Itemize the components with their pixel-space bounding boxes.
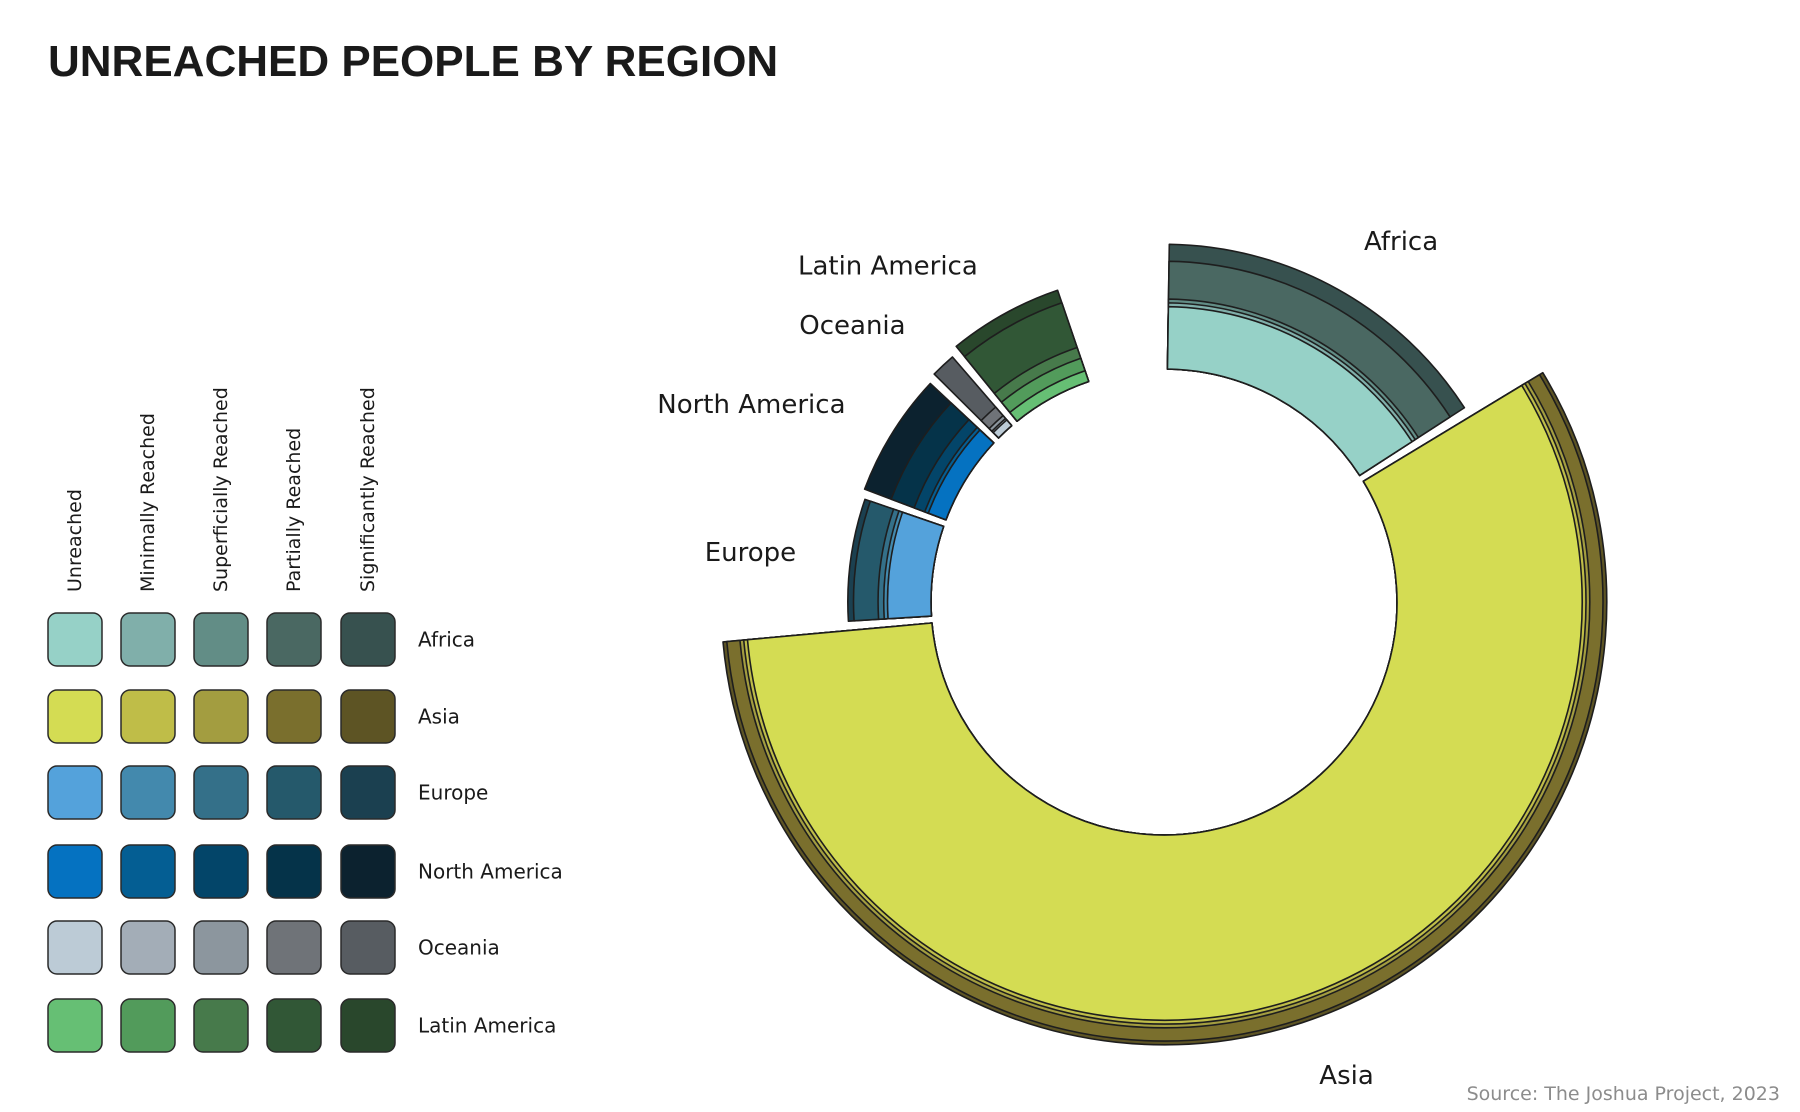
region-label-oceania: Oceania bbox=[799, 311, 905, 341]
legend-swatch-north-america-partially-reached bbox=[266, 844, 322, 899]
sector-oceania-unreached bbox=[992, 419, 1013, 439]
legend-region-europe: Europe bbox=[418, 781, 488, 805]
sector-africa-unreached bbox=[1166, 305, 1413, 477]
legend-swatch-latin-america-significantly-reached bbox=[340, 998, 396, 1053]
region-label-north-america: North America bbox=[657, 390, 845, 420]
legend-swatch-oceania-minimally-reached bbox=[120, 920, 176, 975]
legend-level-superficially-reached: Superficially Reached bbox=[210, 387, 232, 592]
sector-asia-unreached bbox=[746, 384, 1583, 1021]
legend-level-significantly-reached: Significantly Reached bbox=[357, 387, 379, 592]
legend-swatch-africa-unreached bbox=[47, 612, 103, 667]
sector-europe-unreached bbox=[886, 511, 945, 620]
legend-swatch-latin-america-unreached bbox=[47, 998, 103, 1053]
sector-latin-america-unreached bbox=[1009, 369, 1090, 423]
legend-level-partially-reached: Partially Reached bbox=[283, 428, 305, 592]
region-label-latin-america: Latin America bbox=[798, 252, 978, 282]
legend-swatch-north-america-significantly-reached bbox=[340, 844, 396, 899]
legend-swatch-oceania-partially-reached bbox=[266, 920, 322, 975]
region-label-europe: Europe bbox=[705, 538, 796, 568]
legend-region-africa: Africa bbox=[418, 628, 475, 652]
legend-swatch-europe-superficially-reached bbox=[193, 765, 249, 820]
region-label-asia: Asia bbox=[1319, 1061, 1374, 1091]
legend-swatch-africa-superficially-reached bbox=[193, 612, 249, 667]
legend: Unreached Minimally Reached Superficially … bbox=[47, 387, 563, 1053]
legend-swatch-asia-significantly-reached bbox=[340, 689, 396, 744]
legend-region-north-america: North America bbox=[418, 860, 563, 884]
legend-swatch-oceania-significantly-reached bbox=[340, 920, 396, 975]
legend-swatch-africa-significantly-reached bbox=[340, 612, 396, 667]
legend-swatch-africa-partially-reached bbox=[266, 612, 322, 667]
legend-swatch-asia-unreached bbox=[47, 689, 103, 744]
legend-level-unreached: Unreached bbox=[64, 489, 86, 592]
legend-swatch-oceania-superficially-reached bbox=[193, 920, 249, 975]
legend-swatch-asia-partially-reached bbox=[266, 689, 322, 744]
legend-region-asia: Asia bbox=[418, 705, 460, 729]
legend-swatch-latin-america-partially-reached bbox=[266, 998, 322, 1053]
legend-swatch-europe-minimally-reached bbox=[120, 765, 176, 820]
region-labels: Africa Asia Europe North America Oceania Lati… bbox=[657, 227, 1438, 1091]
source-note: Source: The Joshua Project, 2023 bbox=[1467, 1083, 1780, 1105]
chart-title: UNREACHED PEOPLE BY REGION bbox=[48, 37, 778, 86]
legend-swatch-oceania-unreached bbox=[47, 920, 103, 975]
legend-region-oceania: Oceania bbox=[418, 936, 500, 960]
chart-rings bbox=[722, 243, 1608, 1046]
legend-swatch-asia-superficially-reached bbox=[193, 689, 249, 744]
legend-swatch-europe-unreached bbox=[47, 765, 103, 820]
legend-region-latin-america: Latin America bbox=[418, 1014, 556, 1038]
legend-swatch-north-america-unreached bbox=[47, 844, 103, 899]
legend-swatch-europe-partially-reached bbox=[266, 765, 322, 820]
legend-level-minimally-reached: Minimally Reached bbox=[137, 413, 159, 592]
legend-swatch-africa-minimally-reached bbox=[120, 612, 176, 667]
legend-swatch-north-america-superficially-reached bbox=[193, 844, 249, 899]
legend-swatch-latin-america-superficially-reached bbox=[193, 998, 249, 1053]
legend-swatch-europe-significantly-reached bbox=[340, 765, 396, 820]
legend-swatch-north-america-minimally-reached bbox=[120, 844, 176, 899]
sector-north-america-unreached bbox=[927, 429, 995, 521]
legend-swatch-latin-america-minimally-reached bbox=[120, 998, 176, 1053]
region-label-africa: Africa bbox=[1364, 227, 1438, 257]
legend-swatch-asia-minimally-reached bbox=[120, 689, 176, 744]
